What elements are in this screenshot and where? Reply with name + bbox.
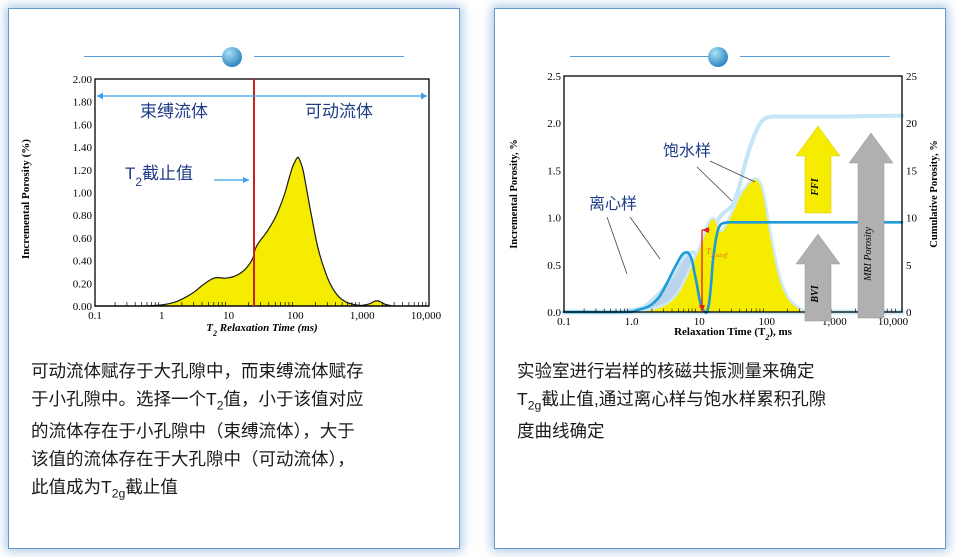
svg-text:1.60: 1.60: [73, 119, 93, 131]
svg-text:0.1: 0.1: [88, 310, 102, 322]
svg-text:束缚流体: 束缚流体: [140, 102, 208, 121]
svg-text:10: 10: [223, 310, 235, 322]
svg-text:1.00: 1.00: [73, 188, 93, 200]
svg-text:1.0: 1.0: [547, 213, 561, 225]
svg-text:Cumulative Porosity, %: Cumulative Porosity, %: [929, 140, 940, 247]
svg-text:2.00: 2.00: [73, 74, 93, 86]
svg-text:Incremental Porosity (%): Incremental Porosity (%): [20, 139, 32, 259]
svg-text:10: 10: [906, 213, 918, 225]
svg-text:0.5: 0.5: [547, 260, 561, 272]
svg-text:1.20: 1.20: [73, 165, 93, 177]
svg-text:15: 15: [906, 165, 918, 177]
svg-text:20: 20: [906, 118, 918, 130]
svg-text:10,000: 10,000: [411, 310, 442, 322]
svg-text:1.5: 1.5: [547, 165, 561, 177]
svg-text:2.5: 2.5: [547, 71, 561, 83]
svg-text:1.80: 1.80: [73, 97, 93, 109]
svg-text:0.20: 0.20: [73, 278, 93, 290]
svg-text:BVI: BVI: [810, 284, 821, 303]
svg-text:FFI: FFI: [810, 177, 821, 196]
svg-text:25: 25: [906, 71, 918, 83]
svg-text:0.1: 0.1: [557, 316, 571, 328]
svg-text:可动流体: 可动流体: [305, 102, 373, 121]
svg-text:0.60: 0.60: [73, 233, 93, 245]
svg-text:MRI Porosity: MRI Porosity: [863, 227, 874, 282]
svg-text:1.40: 1.40: [73, 142, 93, 154]
svg-text:100: 100: [287, 310, 304, 322]
svg-text:1: 1: [159, 310, 165, 322]
svg-text:Incremental Porosity, %: Incremental Porosity, %: [509, 139, 520, 249]
svg-text:0.80: 0.80: [73, 210, 93, 222]
svg-text:T2 Relaxation Time (ms): T2 Relaxation Time (ms): [206, 322, 317, 338]
svg-text:0.40: 0.40: [73, 256, 93, 268]
svg-text:离心样: 离心样: [589, 195, 637, 213]
svg-text:2.0: 2.0: [547, 118, 561, 130]
svg-text:1,000: 1,000: [350, 310, 375, 322]
svg-text:Relaxation Time (T2), ms: Relaxation Time (T2), ms: [674, 326, 793, 342]
svg-text:饱水样: 饱水样: [663, 142, 711, 160]
svg-text:T2截止值: T2截止值: [125, 164, 193, 189]
svg-text:5: 5: [906, 260, 912, 272]
svg-text:1.0: 1.0: [625, 316, 639, 328]
